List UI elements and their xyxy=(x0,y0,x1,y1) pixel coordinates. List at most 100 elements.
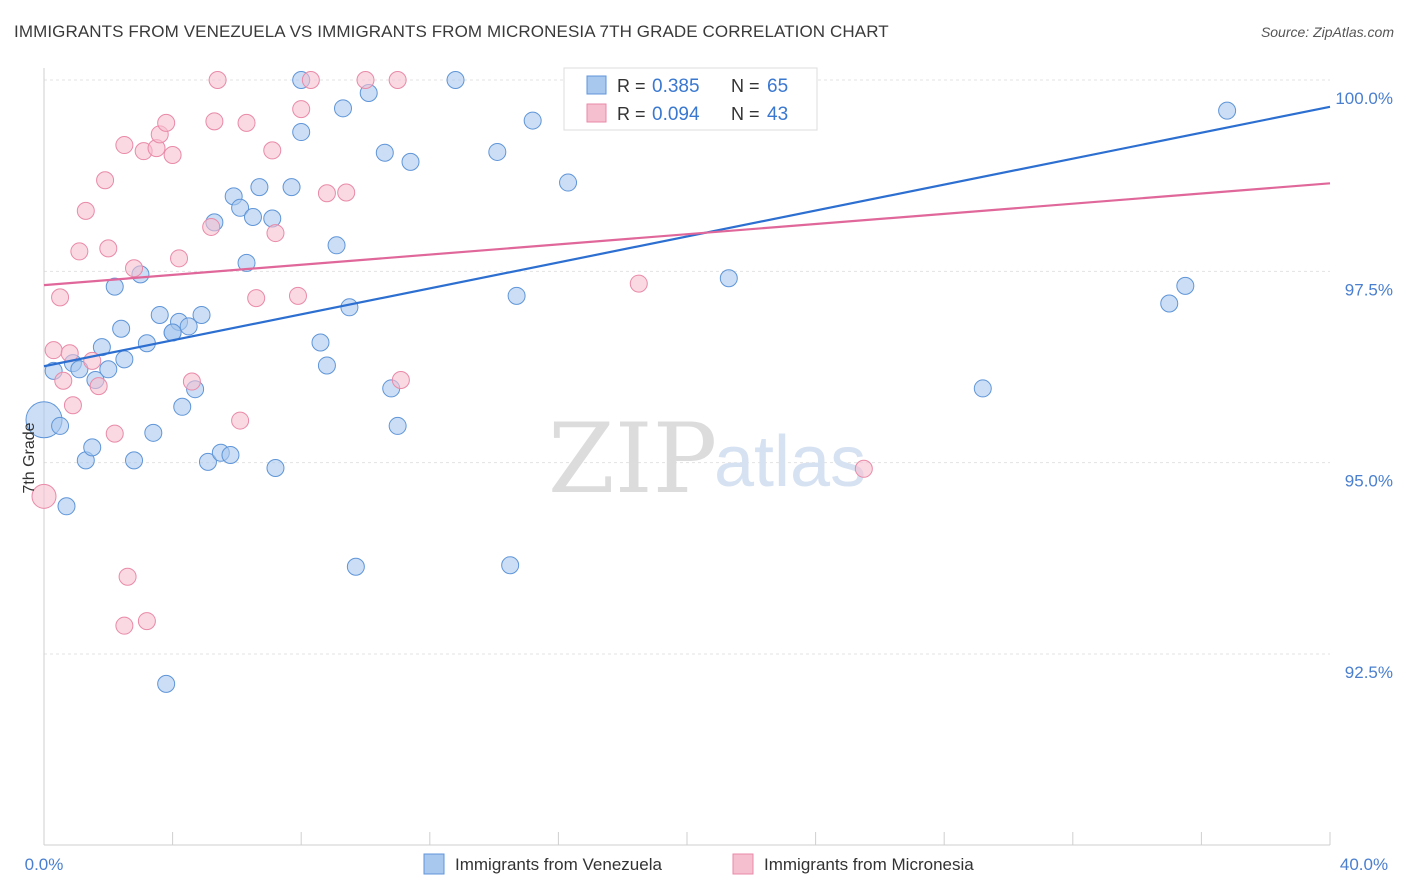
micronesia-point-20 xyxy=(157,113,176,132)
series-legend: Immigrants from Venezuela Immigrants fro… xyxy=(423,853,974,875)
micronesia-point-11 xyxy=(99,239,118,258)
venezuela-point-50 xyxy=(401,152,420,171)
venezuela-point-58 xyxy=(719,269,738,288)
chart-title: IMMIGRANTS FROM VENEZUELA VS IMMIGRANTS … xyxy=(14,22,889,41)
venezuela-point-29 xyxy=(221,446,240,465)
watermark-zip: ZIP xyxy=(548,403,717,515)
venezuela-point-26 xyxy=(198,452,217,471)
venezuela-point-61 xyxy=(1160,294,1179,313)
micronesia-point-34 xyxy=(301,71,320,89)
venezuela-point-45 xyxy=(346,557,365,576)
micronesia-point-42 xyxy=(115,616,134,635)
micronesia-point-26 xyxy=(208,71,227,89)
venezuela-point-44 xyxy=(340,298,359,317)
micronesia-point-41 xyxy=(854,459,873,478)
venezuela-point-56 xyxy=(559,173,578,192)
venezuela-point-11 xyxy=(105,277,124,296)
y-tick-labels: 92.5% 95.0% 97.5% 100.0% xyxy=(1335,89,1393,682)
bottom-legend-label-micronesia: Immigrants from Micronesia xyxy=(764,855,974,874)
micronesia-point-29 xyxy=(247,289,266,308)
micronesia-point-32 xyxy=(288,286,307,305)
venezuela-point-17 xyxy=(144,423,163,442)
legend-n-label-venezuela: N = xyxy=(731,76,760,96)
micronesia-point-40 xyxy=(629,274,648,293)
micronesia-point-37 xyxy=(356,71,375,89)
venezuela-point-47 xyxy=(375,143,394,162)
venezuela-point-12 xyxy=(112,319,131,338)
venezuela-point-22 xyxy=(173,397,192,416)
micronesia-point-33 xyxy=(292,100,311,119)
venezuela-point-43 xyxy=(333,99,352,118)
micronesia-point-31 xyxy=(266,224,285,243)
x-ticks xyxy=(43,832,1331,845)
venezuela-point-14 xyxy=(125,451,144,470)
micronesia-point-14 xyxy=(118,567,137,586)
venezuela-point-19 xyxy=(157,674,176,693)
venezuela-point-13 xyxy=(115,350,134,369)
micronesia-point-28 xyxy=(237,113,256,132)
micronesia-point-13 xyxy=(115,136,134,155)
venezuela-point-35 xyxy=(263,209,282,228)
micronesia-point-36 xyxy=(337,183,356,202)
legend-r-label-venezuela: R = xyxy=(617,76,646,96)
venezuela-point-40 xyxy=(311,333,330,352)
legend-n-value-venezuela: 65 xyxy=(767,76,788,97)
chart-source: Source: ZipAtlas.com xyxy=(1260,24,1394,40)
micronesia-point-7 xyxy=(76,201,95,220)
legend-r-value-venezuela: 0.385 xyxy=(652,76,700,97)
venezuela-point-62 xyxy=(1176,276,1195,295)
venezuela-point-49 xyxy=(388,416,407,435)
micronesia-point-9 xyxy=(89,377,108,396)
venezuela-point-55 xyxy=(523,111,542,130)
venezuela-point-60 xyxy=(973,379,992,398)
micronesia-trend-line xyxy=(43,182,1331,287)
legend-r-value-micronesia: 0.094 xyxy=(652,104,700,125)
micronesia-point-0 xyxy=(31,483,57,509)
micronesia-point-25 xyxy=(205,112,224,131)
x-tick-label-min: 0.0% xyxy=(25,855,64,874)
legend-r-label-micronesia: R = xyxy=(617,104,646,124)
venezuela-point-25 xyxy=(192,305,211,324)
micronesia-point-12 xyxy=(105,424,124,443)
bottom-legend-swatch-micronesia xyxy=(732,853,754,875)
micronesia-point-1 xyxy=(44,341,63,360)
micronesia-point-22 xyxy=(170,249,189,268)
venezuela-point-51 xyxy=(446,71,465,89)
stats-legend: R = 0.385 N = 65 R = 0.094 N = 43 xyxy=(563,67,818,131)
venezuela-point-52 xyxy=(488,142,507,161)
venezuela-point-54 xyxy=(507,286,526,305)
micronesia-point-6 xyxy=(70,242,89,261)
bottom-legend-label-venezuela: Immigrants from Venezuela xyxy=(455,855,662,874)
legend-n-label-micronesia: N = xyxy=(731,104,760,124)
venezuela-point-37 xyxy=(282,178,301,197)
micronesia-point-38 xyxy=(388,71,407,89)
venezuela-point-53 xyxy=(501,556,520,575)
venezuela-point-34 xyxy=(250,178,269,197)
x-tick-label-max: 40.0% xyxy=(1340,855,1388,874)
micronesia-point-17 xyxy=(137,612,156,631)
micronesia-point-30 xyxy=(263,141,282,160)
y-tick-label-0: 92.5% xyxy=(1345,663,1393,682)
micronesia-point-5 xyxy=(63,396,82,415)
venezuela-point-36 xyxy=(266,459,285,478)
bottom-legend-swatch-venezuela xyxy=(423,853,445,875)
micronesia-point-39 xyxy=(391,371,410,390)
micronesia-point-15 xyxy=(125,259,144,278)
grid-lines xyxy=(44,79,1330,655)
venezuela-point-3 xyxy=(57,497,76,516)
venezuela-point-31 xyxy=(231,198,250,217)
scatter-points xyxy=(25,71,1237,693)
y-tick-label-2: 97.5% xyxy=(1345,280,1393,299)
venezuela-trend-line xyxy=(43,105,1331,368)
venezuela-point-63 xyxy=(1218,101,1237,120)
y-tick-label-3: 100.0% xyxy=(1335,89,1393,108)
y-tick-label-1: 95.0% xyxy=(1345,472,1393,491)
micronesia-point-2 xyxy=(51,288,70,307)
venezuela-point-10 xyxy=(99,360,118,379)
venezuela-point-2 xyxy=(51,416,70,435)
micronesia-point-23 xyxy=(182,372,201,391)
trend-lines xyxy=(43,105,1331,368)
watermark-atlas: atlas xyxy=(714,422,866,502)
venezuela-point-18 xyxy=(150,305,169,324)
venezuela-point-5 xyxy=(70,360,89,379)
